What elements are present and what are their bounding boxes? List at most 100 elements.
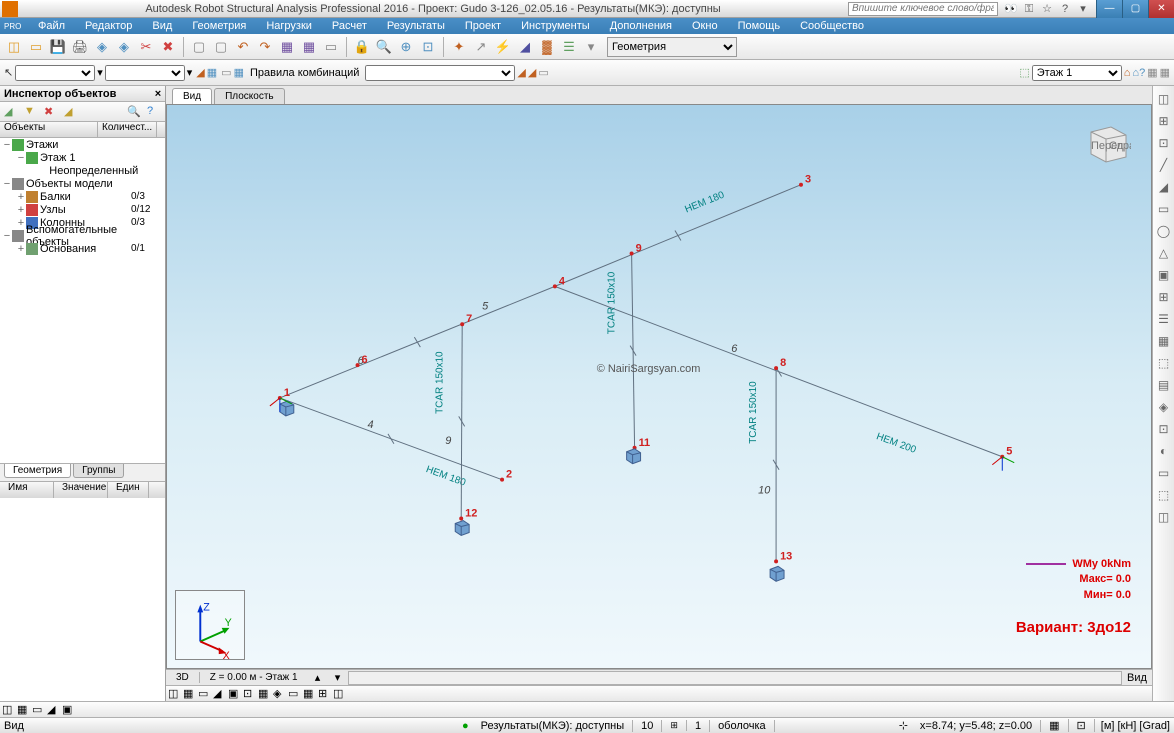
right-tool-14[interactable]: ◈ <box>1155 398 1173 416</box>
right-tool-4[interactable]: ◢ <box>1155 178 1173 196</box>
right-tool-13[interactable]: ▤ <box>1155 376 1173 394</box>
vp-up-icon[interactable]: ▴ <box>308 671 328 684</box>
menu-Инструменты[interactable]: Инструменты <box>511 20 600 32</box>
tab-plane[interactable]: Плоскость <box>214 88 285 104</box>
binoculars-icon[interactable]: 👀 <box>1004 2 1018 16</box>
mt12[interactable]: ◫ <box>333 687 347 701</box>
menu-Проект[interactable]: Проект <box>455 20 511 32</box>
right-tool-3[interactable]: ╱ <box>1155 156 1173 174</box>
floor-icon[interactable]: ⬚ <box>1019 66 1029 79</box>
menu-Нагрузки[interactable]: Нагрузки <box>256 20 322 32</box>
tool-d-icon[interactable]: ▦ <box>234 66 244 79</box>
tb-icon-3[interactable]: 🖨 <box>70 37 90 57</box>
layout-combo[interactable]: Геометрия <box>607 37 737 57</box>
combo-rules-select[interactable] <box>365 65 515 81</box>
tb-icon-6[interactable]: ✂ <box>136 37 156 57</box>
bm2[interactable]: ▦ <box>17 703 31 717</box>
insp-tool-2-icon[interactable]: ▼ <box>24 105 38 119</box>
insp-help-icon[interactable]: ? <box>147 105 161 119</box>
right-tool-18[interactable]: ⬚ <box>1155 486 1173 504</box>
right-tool-15[interactable]: ⊡ <box>1155 420 1173 438</box>
mt10[interactable]: ▦ <box>303 687 317 701</box>
menu-Дополнения[interactable]: Дополнения <box>600 20 682 32</box>
tab-view[interactable]: Вид <box>172 88 212 104</box>
mt9[interactable]: ▭ <box>288 687 302 701</box>
tb-icon-15[interactable]: 🔒 <box>352 37 372 57</box>
floor-tool-4-icon[interactable]: ▦ <box>1160 66 1170 79</box>
menu-Редактор[interactable]: Редактор <box>75 20 142 32</box>
bm1[interactable]: ◫ <box>2 703 16 717</box>
maximize-button[interactable]: ▢ <box>1122 0 1148 18</box>
right-tool-1[interactable]: ⊞ <box>1155 112 1173 130</box>
menu-Окно[interactable]: Окно <box>682 20 728 32</box>
menu-Результаты[interactable]: Результаты <box>377 20 455 32</box>
tb-icon-19[interactable]: ✦ <box>449 37 469 57</box>
mt8[interactable]: ◈ <box>273 687 287 701</box>
tree-row[interactable]: Неопределенный <box>0 164 165 177</box>
tree-row[interactable]: +Узлы0/12 <box>0 203 165 216</box>
viewport-scrollbar[interactable] <box>348 671 1122 685</box>
floor-combo[interactable]: Этаж 1 <box>1032 65 1122 81</box>
tb-icon-13[interactable]: ▦ <box>299 37 319 57</box>
selection-combo-2[interactable] <box>105 65 185 81</box>
insp-tool-3-icon[interactable]: ✖ <box>44 105 58 119</box>
mt3[interactable]: ▭ <box>198 687 212 701</box>
status-ortho-icon[interactable]: ⊡ <box>1069 719 1095 732</box>
right-tool-16[interactable]: ◐ <box>1155 442 1173 460</box>
tb-icon-7[interactable]: ✖ <box>158 37 178 57</box>
right-tool-10[interactable]: ☰ <box>1155 310 1173 328</box>
selection-combo-1[interactable] <box>15 65 95 81</box>
tb-icon-8[interactable]: ▢ <box>189 37 209 57</box>
tb-icon-4[interactable]: ◈ <box>92 37 112 57</box>
floor-tool-1-icon[interactable]: ⌂ <box>1124 67 1131 79</box>
right-tool-2[interactable]: ⊡ <box>1155 134 1173 152</box>
tool-g-icon[interactable]: ▭ <box>538 66 548 79</box>
insp-zoom-icon[interactable]: 🔍 <box>127 105 141 119</box>
pointer-tool[interactable]: ↖ <box>4 66 13 79</box>
mt1[interactable]: ◫ <box>168 687 182 701</box>
right-tool-8[interactable]: ▣ <box>1155 266 1173 284</box>
tree-row[interactable]: −Вспомогательные объекты <box>0 229 165 242</box>
right-tool-11[interactable]: ▦ <box>1155 332 1173 350</box>
tab-geometry[interactable]: Геометрия <box>4 464 71 478</box>
minimize-button[interactable]: — <box>1096 0 1122 18</box>
tree-row[interactable]: −Этажи <box>0 138 165 151</box>
inspector-close-icon[interactable]: × <box>151 88 165 100</box>
tb-icon-5[interactable]: ◈ <box>114 37 134 57</box>
tb-icon-17[interactable]: ⊕ <box>396 37 416 57</box>
tree-row[interactable]: +Балки0/3 <box>0 190 165 203</box>
right-tool-9[interactable]: ⊞ <box>1155 288 1173 306</box>
filter-1-icon[interactable]: ▾ <box>97 66 103 79</box>
tree-row[interactable]: +Основания0/1 <box>0 242 165 255</box>
right-tool-0[interactable]: ◫ <box>1155 90 1173 108</box>
right-tool-7[interactable]: △ <box>1155 244 1173 262</box>
tb-icon-23[interactable]: ▓ <box>537 37 557 57</box>
tb-icon-24[interactable]: ☰ <box>559 37 579 57</box>
dropdown-icon[interactable]: ▾ <box>1076 2 1090 16</box>
tool-e-icon[interactable]: ◢ <box>517 66 525 79</box>
menu-Помощь[interactable]: Помощь <box>728 20 791 32</box>
mt4[interactable]: ◢ <box>213 687 227 701</box>
tb-icon-10[interactable]: ↶ <box>233 37 253 57</box>
menu-Геометрия[interactable]: Геометрия <box>182 20 256 32</box>
mt2[interactable]: ▦ <box>183 687 197 701</box>
mt7[interactable]: ▦ <box>258 687 272 701</box>
tb-icon-0[interactable]: ◫ <box>4 37 24 57</box>
insp-tool-1-icon[interactable]: ◢ <box>4 105 18 119</box>
tree-row[interactable]: −Объекты модели <box>0 177 165 190</box>
close-button[interactable]: ✕ <box>1148 0 1174 18</box>
right-tool-17[interactable]: ▭ <box>1155 464 1173 482</box>
bm5[interactable]: ▣ <box>62 703 76 717</box>
tb-icon-12[interactable]: ▦ <box>277 37 297 57</box>
tb-icon-16[interactable]: 🔍 <box>374 37 394 57</box>
axis-widget[interactable]: Z Y X <box>175 590 245 660</box>
status-grid-icon[interactable]: ▦ <box>1041 719 1068 732</box>
tb-icon-2[interactable]: 💾 <box>48 37 68 57</box>
viewport-3d[interactable]: 5HEM 1804HEM 1806HEM 2009TCAR 150x10TCAR… <box>166 104 1152 669</box>
vp-down-icon[interactable]: ▾ <box>328 671 348 684</box>
floor-tool-2-icon[interactable]: ⌂? <box>1132 67 1145 79</box>
tool-c-icon[interactable]: ▭ <box>221 66 231 79</box>
insp-tool-4-icon[interactable]: ◢ <box>64 105 78 119</box>
tool-f-icon[interactable]: ◢ <box>528 66 536 79</box>
tb-icon-9[interactable]: ▢ <box>211 37 231 57</box>
